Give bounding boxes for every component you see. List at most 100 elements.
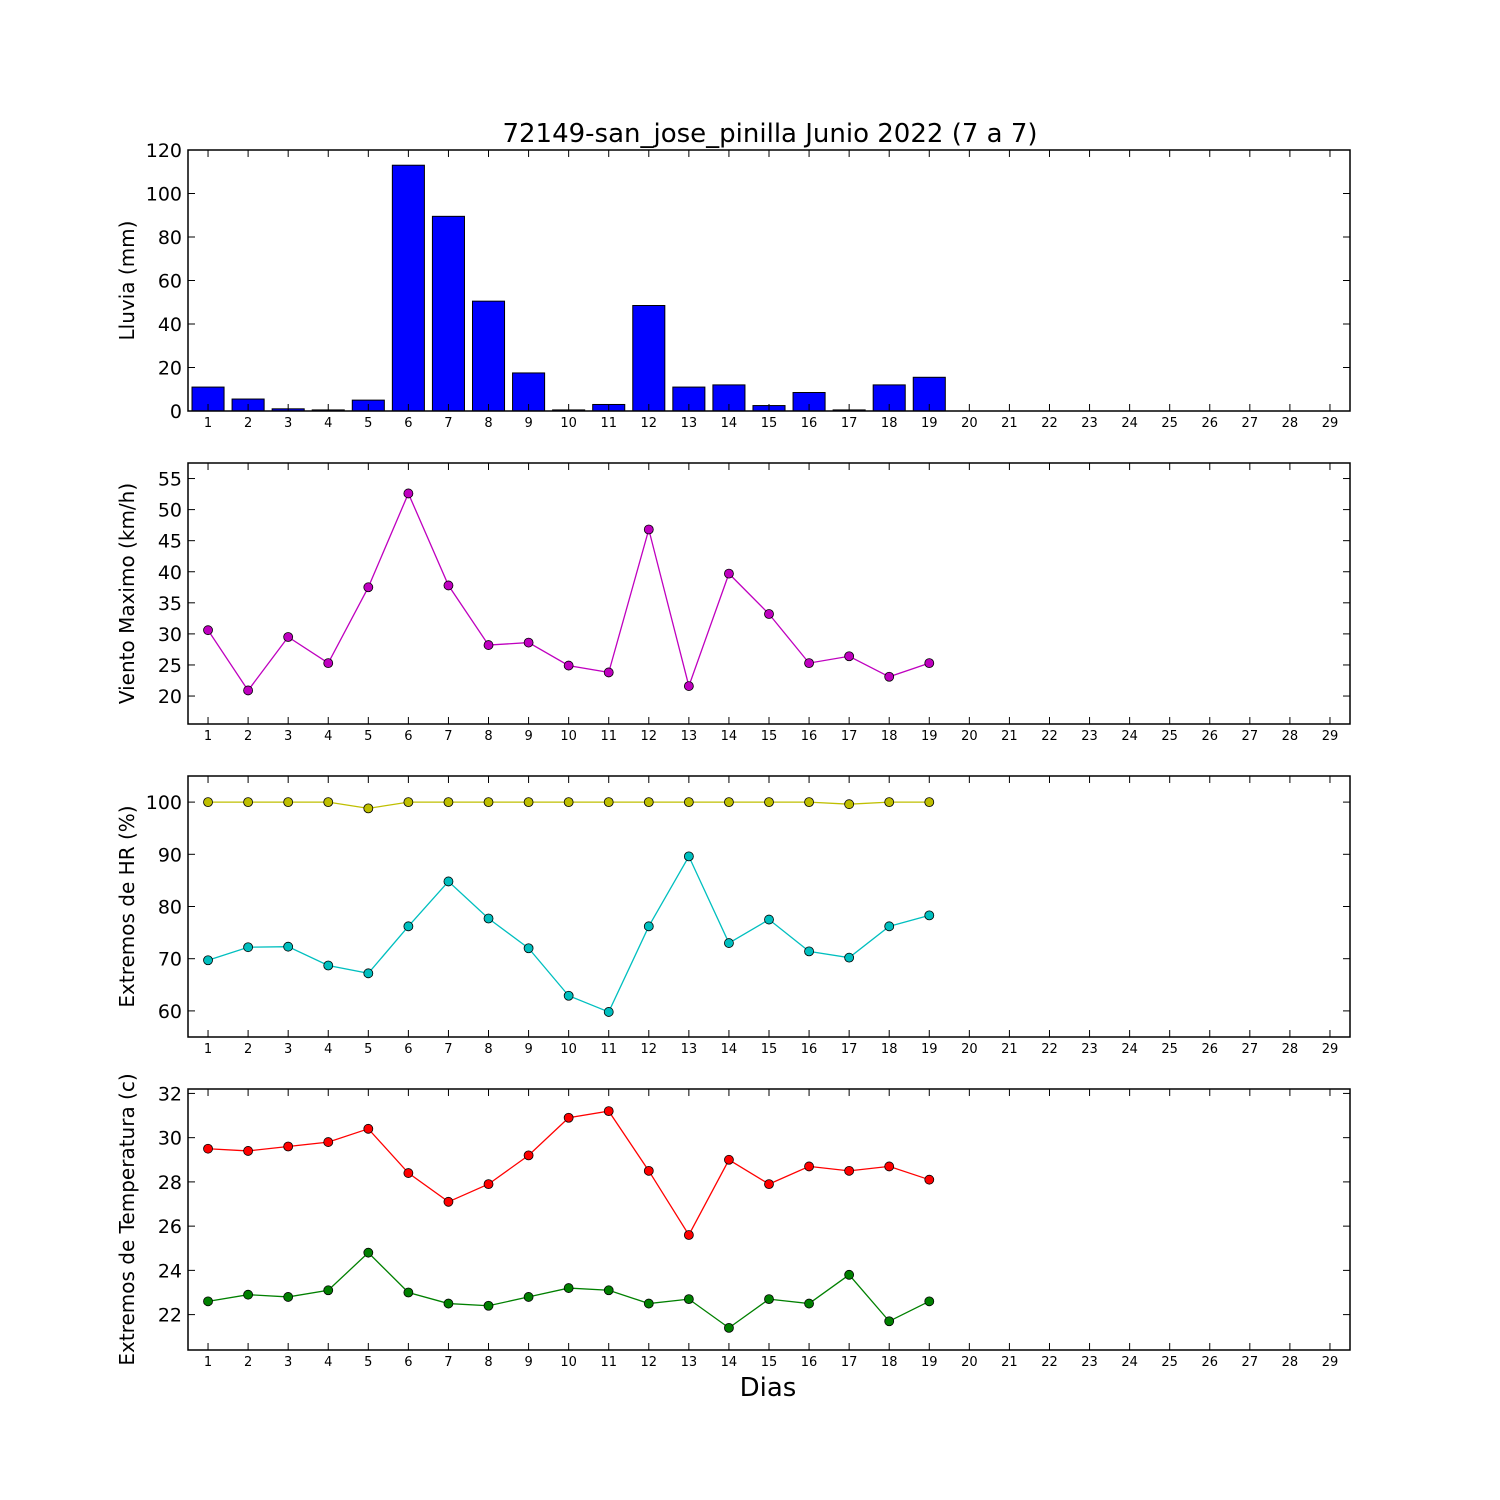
data-point <box>804 1161 814 1172</box>
data-point <box>243 797 254 807</box>
x-tick-label: 7 <box>444 729 452 744</box>
x-tick-label: 17 <box>841 1042 858 1057</box>
data-point <box>363 1247 374 1258</box>
data-point <box>603 797 614 807</box>
data-point <box>403 1168 414 1178</box>
data-point <box>323 1137 334 1147</box>
plot-frame <box>187 1088 1351 1351</box>
y-tick-label: 22 <box>158 1305 182 1327</box>
x-tick-label: 16 <box>801 1042 818 1057</box>
data-point <box>884 921 895 932</box>
data-point <box>243 1289 254 1300</box>
chart-title: 72149-san_jose_pinilla Junio 2022 (7 a 7… <box>502 119 1037 149</box>
y-tick-label: 80 <box>158 227 182 249</box>
x-tick-label: 4 <box>324 729 332 744</box>
x-tick-label: 20 <box>961 1355 978 1370</box>
x-tick-label: 25 <box>1161 1042 1178 1057</box>
x-tick-label: 21 <box>1001 416 1018 431</box>
x-tick-label: 27 <box>1242 729 1259 744</box>
data-point <box>403 1287 414 1298</box>
x-tick-label: 25 <box>1161 416 1178 431</box>
x-tick-label: 20 <box>961 1042 978 1057</box>
data-point <box>603 1285 614 1296</box>
x-tick-label: 13 <box>681 416 698 431</box>
x-tick-label: 12 <box>641 729 658 744</box>
rain-bar <box>391 164 425 412</box>
x-tick-label: 1 <box>204 1355 212 1370</box>
x-tick-label: 21 <box>1001 1042 1018 1057</box>
data-point <box>283 632 294 642</box>
x-tick-label: 19 <box>921 1355 938 1370</box>
series-line <box>207 1110 930 1237</box>
data-point <box>563 1283 574 1293</box>
x-tick-label: 14 <box>721 729 738 744</box>
data-point <box>203 955 213 966</box>
y-axis-label: Extremos de Temperatura (c) <box>115 1073 139 1365</box>
data-point <box>924 1174 935 1185</box>
data-point <box>643 1298 654 1309</box>
y-tick-label: 40 <box>158 562 182 584</box>
y-axis-label: Viento Maximo (km/h) <box>115 483 139 704</box>
y-tick-label: 70 <box>158 949 182 971</box>
data-point <box>924 1296 935 1307</box>
x-tick-label: 28 <box>1282 416 1299 431</box>
y-tick-label: 26 <box>158 1216 182 1238</box>
data-point <box>924 910 935 921</box>
x-tick-label: 16 <box>801 416 818 431</box>
x-tick-label: 20 <box>961 416 978 431</box>
x-tick-label: 24 <box>1121 729 1138 744</box>
rain-bar <box>471 300 506 412</box>
data-point <box>683 681 694 691</box>
x-tick-label: 16 <box>801 1355 818 1370</box>
y-tick-label: 80 <box>158 897 182 919</box>
x-tick-label: 28 <box>1282 1355 1299 1370</box>
y-axis-label: Extremos de HR (%) <box>115 805 139 1007</box>
data-point <box>844 651 855 662</box>
data-point <box>363 803 374 814</box>
data-point <box>483 797 494 807</box>
data-point <box>243 1146 254 1156</box>
x-tick-label: 24 <box>1121 1355 1138 1370</box>
data-point <box>323 1285 334 1296</box>
data-point <box>924 797 935 807</box>
x-tick-label: 6 <box>404 729 412 744</box>
x-tick-label: 29 <box>1322 1355 1339 1370</box>
x-tick-label: 28 <box>1282 1042 1299 1057</box>
data-point <box>804 946 814 957</box>
data-point <box>523 943 534 954</box>
data-point <box>363 582 374 593</box>
x-tick-label: 8 <box>484 729 492 744</box>
x-tick-label: 21 <box>1001 1355 1018 1370</box>
x-tick-label: 6 <box>404 1355 412 1370</box>
x-tick-label: 23 <box>1081 729 1098 744</box>
x-tick-label: 26 <box>1201 1355 1218 1370</box>
data-point <box>563 990 574 1001</box>
x-tick-label: 22 <box>1041 1355 1058 1370</box>
data-point <box>884 1316 895 1327</box>
y-tick-label: 45 <box>158 531 182 553</box>
x-tick-label: 15 <box>761 1355 778 1370</box>
x-tick-label: 11 <box>600 416 617 431</box>
data-point <box>203 1296 213 1307</box>
data-point <box>203 625 213 636</box>
data-point <box>483 913 494 924</box>
data-point <box>924 658 935 668</box>
data-point <box>683 797 694 807</box>
x-tick-label: 2 <box>244 1355 252 1370</box>
y-tick-label: 24 <box>158 1260 182 1282</box>
x-tick-label: 7 <box>444 1355 452 1370</box>
x-tick-label: 5 <box>364 1355 372 1370</box>
y-tick-label: 35 <box>158 593 182 615</box>
x-tick-label: 14 <box>721 1042 738 1057</box>
x-tick-label: 17 <box>841 416 858 431</box>
x-tick-label: 22 <box>1041 1042 1058 1057</box>
data-point <box>764 1294 774 1305</box>
rain-bar <box>632 305 666 412</box>
data-point <box>764 1179 774 1190</box>
data-point <box>724 938 734 948</box>
data-point <box>523 637 534 648</box>
x-tick-label: 7 <box>444 1042 452 1057</box>
x-tick-label: 13 <box>681 1042 698 1057</box>
data-point <box>603 1007 614 1017</box>
